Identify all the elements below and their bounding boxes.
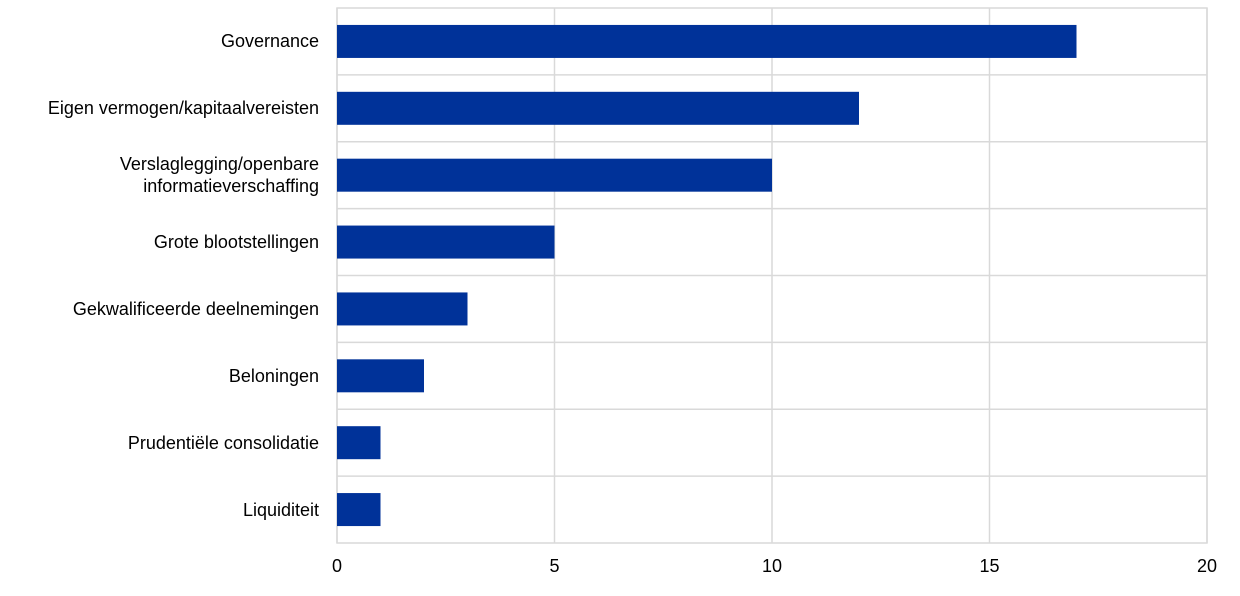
category-label: Liquiditeit [242,499,319,520]
category-label: Grote blootstellingen [153,232,319,253]
category-label: Verslaglegging/openbare informatieversch… [119,154,319,197]
category-label: Beloningen [228,365,319,386]
category-label: Gekwalificeerde deelnemingen [72,298,319,319]
x-tick-label: 0 [331,556,342,576]
bar [337,493,381,527]
x-tick-label: 10 [761,556,783,576]
x-tick-label: 5 [549,556,560,576]
bar [337,91,859,125]
bar [337,24,1077,58]
bar [337,292,468,326]
category-label: Eigen vermogen/kapitaalvereisten [47,98,319,119]
bar [337,225,555,259]
x-tick-label: 20 [1196,556,1218,576]
bar [337,426,381,460]
category-label: Prudentiële consolidatie [127,432,319,453]
bar [337,158,772,192]
category-label: Governance [220,31,319,52]
x-tick-label: 15 [979,556,1000,576]
bar [337,359,424,393]
